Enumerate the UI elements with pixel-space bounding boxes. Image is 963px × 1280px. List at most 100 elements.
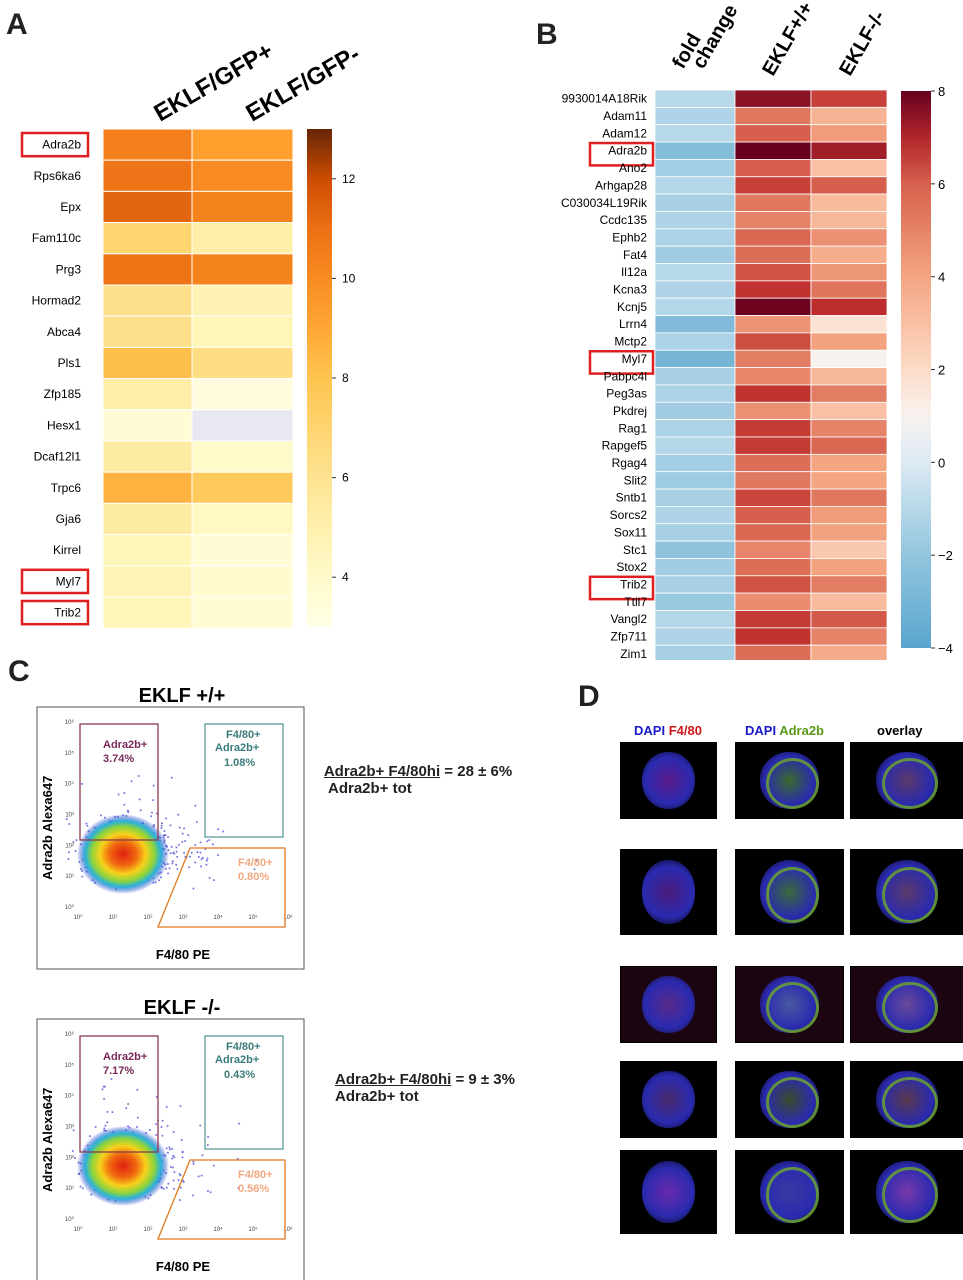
heatmap-b-cell [734, 106, 812, 126]
x-tick-label: 10² [144, 915, 153, 921]
heatmap-a-row-label: Trpc6 [51, 481, 82, 495]
heatmap-b-cell [654, 627, 736, 646]
micrograph [850, 742, 963, 819]
scatter-point [173, 1187, 176, 1190]
y-tick-label: 10³ [65, 1125, 74, 1131]
flow-plot-2: EKLF -/- 10⁰ 10⁰ 10¹ 10¹ 10² 10² 10³ 10³ 10⁴ 10⁴ 10… [36, 997, 305, 1280]
heatmap-b-cell [734, 367, 812, 386]
heatmap-b-row-label: Adam11 [603, 109, 647, 123]
cell-cluster [641, 1071, 696, 1128]
x-tick-label: 10¹ [109, 1227, 118, 1233]
heatmap-b-cell [810, 453, 888, 473]
scatter-point [79, 1185, 82, 1188]
heatmap-b-row-label: Vangl2 [611, 612, 648, 626]
heatmap-b-row-label: Ephb2 [612, 230, 647, 244]
scatter-point [209, 1191, 212, 1194]
scatter-point [184, 840, 187, 843]
colorbar-a-tick-label: 8 [342, 371, 349, 385]
micrograph [735, 966, 844, 1043]
heatmap-b-cell [654, 558, 736, 577]
panel-label-a: A [6, 8, 28, 41]
heatmap-a: Adra2b Rps6ka6 Epx Fam110c Prg3 Hormad2 Abca4 P… [20, 37, 365, 629]
heatmap-b-cell [654, 523, 736, 542]
gate-double-pct: 0.43% [224, 1069, 255, 1081]
adra2b-ring [765, 1077, 820, 1128]
scatter-point [189, 855, 192, 858]
heatmap-a-cell [191, 315, 294, 348]
heatmap-b-row-label: Ccdc135 [600, 213, 648, 227]
colorbar-b-tick-label: 0 [938, 455, 945, 470]
heatmap-b-cell [734, 627, 812, 646]
heatmap-a-cell [102, 534, 193, 567]
heatmap-a-cell [102, 159, 193, 192]
heatmap-b-cell [734, 453, 812, 473]
scatter-point [80, 782, 83, 785]
cell-cluster [641, 1160, 696, 1224]
cell-cluster [641, 860, 696, 924]
heatmap-b-row-label: Adam12 [602, 126, 647, 140]
heatmap-a-cell [102, 565, 193, 598]
scatter-point [172, 1179, 175, 1182]
heatmap-b-cell [810, 106, 888, 126]
heatmap-a-cell [102, 253, 193, 286]
heatmap-a-cell [102, 596, 193, 629]
scatter-point [197, 855, 200, 858]
scatter-point [160, 824, 163, 827]
micrograph [850, 1061, 963, 1138]
scatter-point [178, 826, 181, 829]
heatmap-a-cell [191, 346, 294, 380]
heatmap-b-cell [734, 419, 812, 438]
header-dapi-2: DAPI [745, 723, 777, 738]
y-tick-label: 10⁵ [65, 750, 75, 757]
formula-ko-result: = 9 ± 3% [455, 1071, 515, 1088]
scatter-point [136, 1116, 139, 1119]
gate-double [204, 723, 284, 838]
formula-wt-result: = 28 ± 6% [444, 763, 513, 780]
heatmap-b-cell [810, 176, 888, 195]
scatter-point [201, 856, 204, 859]
y-tick-label: 10¹ [65, 874, 74, 880]
scatter-point [206, 1190, 209, 1193]
y-tick-label: 10³ [65, 813, 74, 819]
heatmap-b-row-label: Rgag4 [612, 456, 648, 470]
scatter-point [179, 1186, 182, 1189]
heatmap-a-row-label: Adra2b [42, 138, 81, 152]
scatter-point [190, 851, 193, 854]
gate-f480 [157, 847, 286, 928]
heatmap-a-row-label: Hesx1 [47, 418, 81, 432]
heatmap-b-cell [734, 176, 812, 195]
scatter-point [111, 1111, 114, 1114]
heatmap-b-cell [734, 315, 812, 334]
heatmap-b-cell [654, 176, 736, 195]
gate-adra2b-pct: 7.17% [103, 1065, 134, 1077]
heatmap-b-cell [734, 523, 812, 542]
heatmap-b-cell [734, 436, 812, 455]
heatmap-a-cell [191, 159, 294, 192]
gate-f480-label: F4/80+ [238, 1169, 273, 1181]
heatmap-b-cell [734, 124, 812, 143]
scatter-point [127, 1103, 130, 1106]
heatmap-b-cell [654, 471, 736, 490]
scatter-point [123, 803, 126, 806]
heatmap-b-cell [654, 453, 736, 473]
heatmap-b-row-label: Rag1 [618, 421, 647, 435]
flow-plot-frame [36, 706, 305, 970]
gate-f480-pct: 0.80% [238, 871, 269, 883]
highlight-box [20, 131, 90, 158]
heatmap-a-cell [191, 190, 294, 224]
scatter-point [208, 876, 211, 879]
scatter-point [172, 1131, 175, 1134]
heatmap-a-cell [191, 471, 294, 504]
heatmap-b-cell [810, 558, 888, 577]
heatmap-b-cell [810, 540, 888, 559]
heatmap-a-cell [102, 471, 193, 504]
heatmap-b-cell [654, 436, 736, 455]
heatmap-b-cell [810, 644, 888, 660]
highlight-box [588, 141, 655, 167]
adra2b-ring [882, 758, 938, 809]
scatter-point [103, 1097, 106, 1100]
scatter-point [181, 1156, 184, 1159]
heatmap-b-row-label: Sntb1 [616, 491, 648, 505]
heatmap-b-row-label: Zfp711 [611, 630, 648, 644]
scatter-point [178, 1173, 181, 1176]
